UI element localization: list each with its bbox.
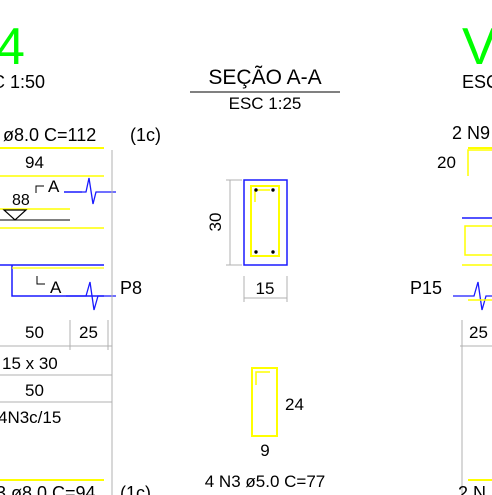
left-hook-length: 88 [12,192,30,209]
right-break-line [453,281,492,311]
left-support-label: P8 [120,278,142,298]
left-top-bar-label: ø8.0 C=112 [3,125,96,145]
left-bottom-bar-label: 3 ø8.0 C=94 [0,483,96,495]
right-top-bar-label: 2 N9 [452,123,490,143]
right-hook-dim: 20 [437,153,456,172]
left-cut-label-lower: A [50,278,62,297]
right-bottom-bar-label: 2 N [458,483,486,495]
stirrup-width: 9 [260,441,269,460]
left-hook-mark [35,185,44,193]
section-stirrup [250,185,280,257]
right-beam-scale: ESC [462,72,492,92]
section-outline [243,179,288,266]
right-beam-detail: V ESC 2 N9 20 P15 25 2 N [410,18,492,495]
right-beam-section-box [464,225,492,256]
section-a-a: SEÇÃO A-A ESC 1:25 30 15 24 9 4 N3 ø5.0 … [190,65,340,491]
stirrup-height: 24 [285,395,304,414]
right-support-label: P15 [410,278,442,298]
left-cut-label-upper: A [48,177,60,196]
left-beam-detail: 4 C 1:50 ø8.0 C=112 (1c) 94 88 A A P8 50… [0,18,161,495]
right-top-hook [467,149,492,176]
left-top-bar-layers: (1c) [130,125,161,145]
left-bottom-bar-layers: (1c) [120,483,151,495]
left-span-dim-2: 25 [79,323,98,342]
stirrup-spec: 4 N3 ø5.0 C=77 [205,472,326,491]
stirrup-detail [251,367,278,437]
left-beam-title: 4 [0,18,25,76]
section-stirrup-hook [254,189,270,202]
section-title: SEÇÃO A-A [208,65,321,89]
rebar-dot-top-left [254,188,258,192]
rebar-dot-top-right [271,188,275,192]
left-beam-scale: C 1:50 [0,72,45,92]
left-lower-hook-mark [36,276,45,285]
left-break-line-lower [66,281,116,311]
stirrup-detail-hook [255,371,270,385]
section-width-dim: 15 [256,279,275,298]
left-stirrup-spec: 4N3c/15 [0,408,61,427]
right-span-dim: 25 [469,323,488,342]
level-marker-icon [2,209,28,221]
section-height-dim: 30 [206,213,225,232]
rebar-dot-bottom-right [271,250,275,254]
left-top-length: 94 [25,153,44,172]
right-beam-title: V [462,18,492,76]
section-scale: ESC 1:25 [229,94,302,113]
rebar-dot-bottom-left [254,250,258,254]
left-stirrup-dim: 50 [25,381,44,400]
left-break-line-upper [82,177,116,205]
left-section-size: 15 x 30 [2,354,58,373]
left-span-dim-1: 50 [25,323,44,342]
